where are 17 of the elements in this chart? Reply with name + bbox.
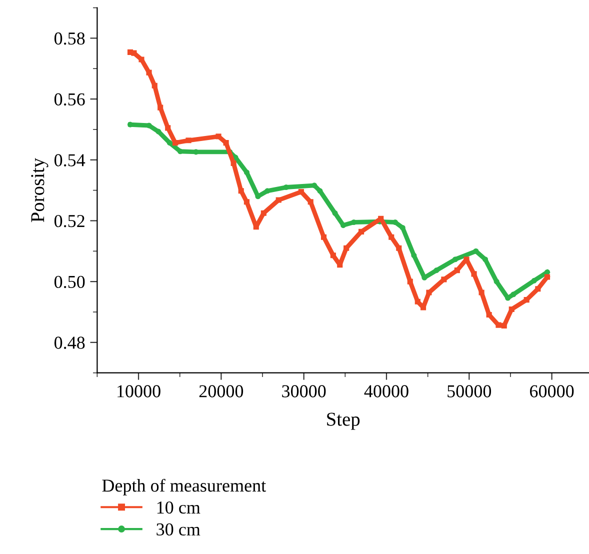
y-tick-label: 0.56: [54, 93, 85, 106]
legend-label: 30 cm: [156, 523, 200, 536]
y-tick-label: 0.48: [54, 336, 85, 349]
x-tick-label: 30000: [282, 385, 326, 398]
y-tick-label: 0.54: [54, 154, 86, 166]
x-tick-label: 40000: [364, 385, 408, 398]
y-tick-label: 0.58: [54, 32, 85, 45]
y-tick-label: 0.52: [54, 214, 84, 228]
x-tick-label: 20000: [199, 385, 244, 398]
y-tick-label: 0.50: [54, 276, 85, 288]
x-axis-title: Step: [327, 412, 360, 430]
y-axis-title: Porosity: [31, 158, 48, 222]
legend-label: 10 cm: [157, 501, 200, 514]
legend-title: Depth of measurement: [102, 478, 266, 496]
x-tick-label: 50000: [448, 385, 492, 398]
x-tick-label: 60000: [530, 385, 574, 398]
x-tick-label: 10000: [118, 385, 160, 398]
